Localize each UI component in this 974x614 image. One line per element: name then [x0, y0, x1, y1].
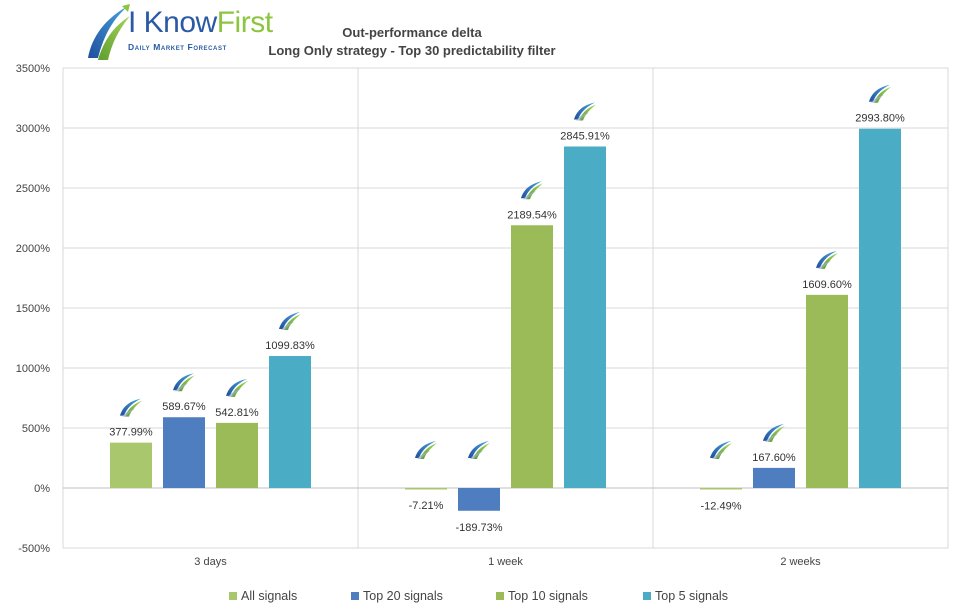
swoosh-icon [869, 84, 891, 103]
swoosh-icon [763, 423, 785, 442]
legend-swatch [351, 592, 359, 600]
data-label: 2189.54% [507, 209, 557, 221]
x-tick-label: 2 weeks [780, 556, 821, 568]
swoosh-icon [710, 441, 732, 459]
data-label: 1609.60% [802, 279, 852, 291]
y-tick-label: -500% [18, 543, 50, 555]
x-tick-label: 1 week [488, 556, 523, 568]
grid [62, 67, 949, 549]
bar [458, 488, 500, 511]
data-label: 2845.91% [560, 130, 610, 142]
swoosh-icon [226, 378, 248, 397]
y-tick-label: 1500% [16, 303, 50, 315]
y-tick-label: 3000% [16, 123, 50, 135]
swoosh-icon [816, 250, 838, 269]
data-label: 1099.83% [265, 340, 315, 352]
bar [405, 488, 447, 490]
data-label: 2993.80% [855, 113, 905, 125]
bar [859, 128, 901, 488]
chart-subtitle: Long Only strategy - Top 30 predictabili… [268, 43, 556, 58]
y-tick-label: 3500% [16, 63, 50, 75]
data-label: -189.73% [455, 522, 502, 534]
bar [806, 294, 848, 488]
x-axis-ticks: 3 days 1 week 2 weeks [194, 556, 821, 568]
bar [564, 146, 606, 489]
data-label: -12.49% [701, 500, 742, 512]
data-label: 589.67% [162, 401, 206, 413]
bar [511, 225, 553, 489]
legend-label: Top 10 signals [508, 589, 588, 603]
bar [753, 467, 795, 488]
legend-label: All signals [241, 589, 298, 603]
bar [269, 356, 311, 488]
swoosh-icon [173, 373, 195, 392]
swoosh-icon [120, 398, 142, 417]
brand-name: I KnowFirst [128, 6, 273, 40]
brand-name-part2: First [216, 6, 273, 39]
swoosh-icon [574, 102, 596, 121]
swoosh-icon [468, 441, 490, 459]
bar [216, 422, 258, 488]
swoosh-icon [521, 181, 543, 200]
data-label: 542.81% [215, 407, 259, 419]
marker-icons [120, 84, 891, 459]
y-axis-ticks: -500% 0% 500% 1000% 1500% 2000% 2500% 3000% 3500… [16, 63, 50, 555]
legend-item-all-signals: All signals [229, 589, 297, 603]
brand-logo: I KnowFirst Daily Market Forecast [84, 2, 273, 62]
y-tick-label: 500% [22, 423, 50, 435]
brand-tagline: Daily Market Forecast [128, 42, 227, 52]
legend-item-top-10-signals: Top 10 signals [496, 589, 588, 603]
legend-swatch [229, 592, 237, 600]
logo-swoosh-icon [88, 4, 130, 60]
legend-item-top-5-signals: Top 5 signals [643, 589, 728, 603]
legend-label: Top 5 signals [655, 589, 728, 603]
bars [110, 128, 901, 511]
data-label: 377.99% [109, 427, 153, 439]
y-tick-label: 2000% [16, 243, 50, 255]
bar [700, 488, 742, 490]
swoosh-icon [279, 312, 301, 331]
bar [163, 417, 205, 488]
legend: All signals Top 20 signals Top 10 signal… [0, 589, 974, 607]
data-label: -7.21% [409, 500, 444, 512]
brand-name-part1: I Know [128, 6, 217, 39]
data-labels: 377.99% 589.67% 542.81% 1099.83% -7.21% -189.… [109, 113, 905, 534]
data-label: 167.60% [752, 452, 796, 464]
y-tick-label: 1000% [16, 363, 50, 375]
x-tick-label: 3 days [194, 556, 227, 568]
legend-swatch [496, 592, 504, 600]
legend-swatch [643, 592, 651, 600]
bar [110, 442, 152, 488]
y-tick-label: 0% [34, 483, 50, 495]
swoosh-icon [415, 441, 437, 459]
y-tick-label: 2500% [16, 183, 50, 195]
legend-label: Top 20 signals [363, 589, 443, 603]
legend-item-top-20-signals: Top 20 signals [351, 589, 443, 603]
chart-title: Out-performance delta [342, 25, 482, 40]
